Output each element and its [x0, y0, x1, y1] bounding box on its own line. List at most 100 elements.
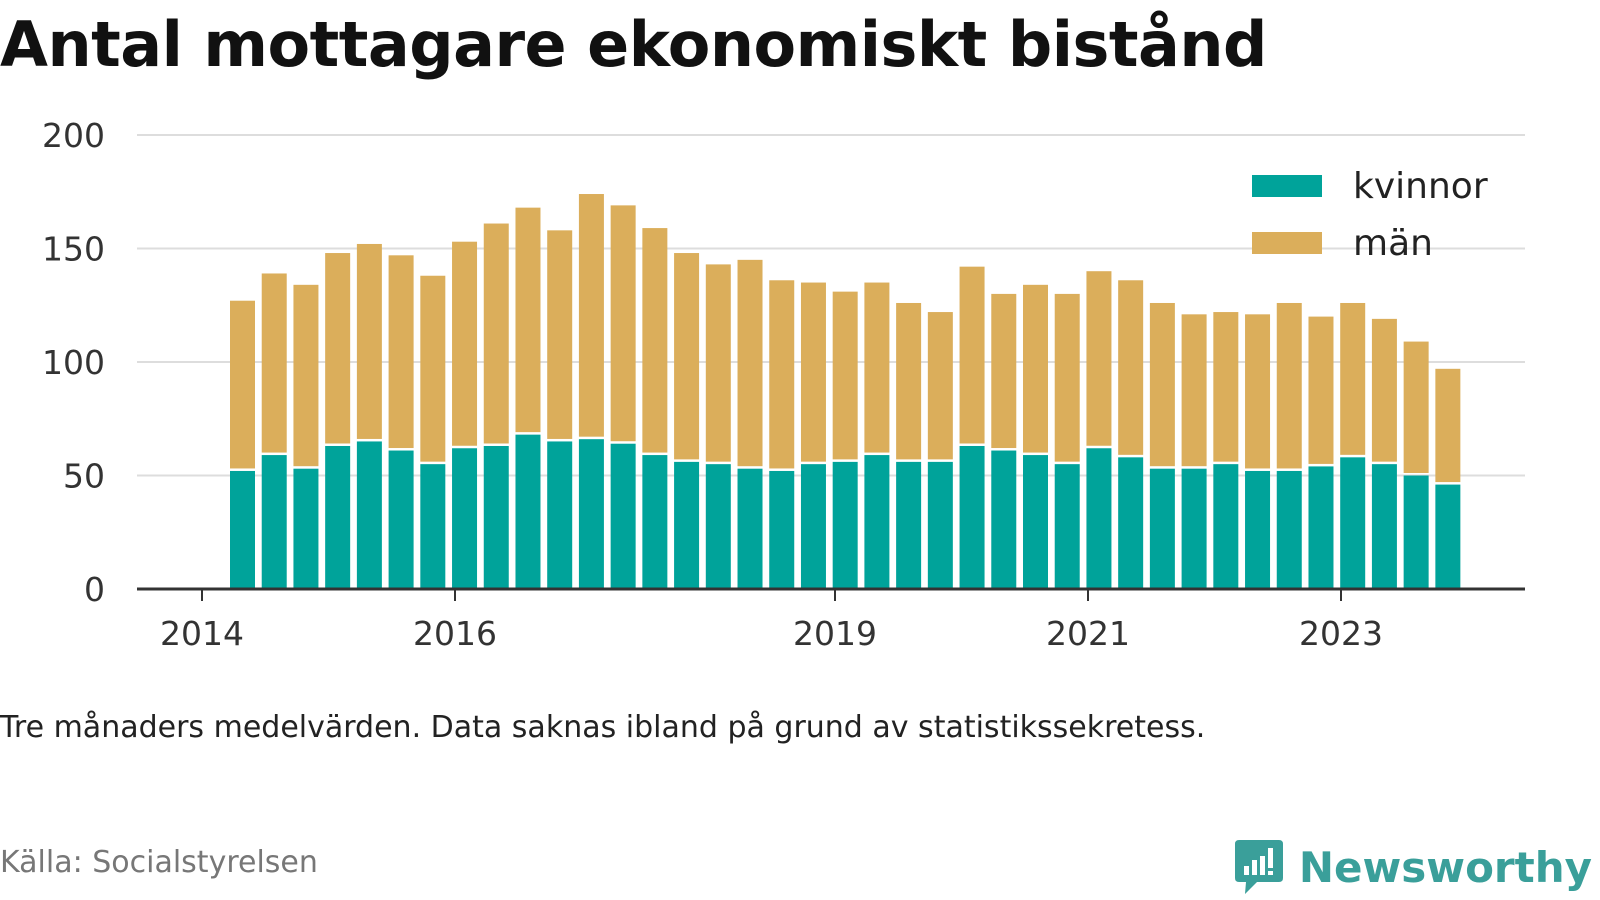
bar-kvinnor: [356, 441, 382, 589]
bar-kvinnor: [927, 461, 953, 589]
bar-man: [1403, 341, 1429, 473]
bar-man: [800, 282, 826, 462]
x-tick-label: 2019: [793, 614, 877, 653]
bar-kvinnor: [261, 455, 287, 589]
bar-kvinnor: [1054, 464, 1080, 589]
bar-kvinnor: [864, 455, 890, 589]
bar-man: [452, 241, 478, 446]
y-axis-ticks: 0 50 100 150 200: [42, 116, 105, 609]
bar-man: [1308, 316, 1334, 464]
bar-kvinnor: [1403, 475, 1429, 589]
bar-kvinnor: [769, 470, 795, 589]
bar-man: [896, 302, 922, 460]
bar-man: [1118, 280, 1144, 455]
bar-kvinnor: [896, 461, 922, 589]
stacked-bar-chart: 0 50 100 150 200 2014 2016 2019 2021 2023 kvinno…: [42, 116, 1525, 653]
y-tick-label: 100: [42, 343, 105, 382]
bar-kvinnor: [515, 434, 541, 589]
bar-kvinnor: [1118, 457, 1144, 589]
bar-kvinnor: [578, 439, 604, 589]
bar-kvinnor: [959, 445, 985, 589]
bar-kvinnor: [737, 468, 763, 589]
bar-kvinnor: [642, 455, 668, 589]
bar-man: [388, 255, 414, 449]
chart-title: Antal mottagare ekonomiskt bistånd: [0, 8, 1267, 81]
bar-kvinnor: [1276, 470, 1302, 589]
bar-man: [356, 243, 382, 439]
bar-kvinnor: [1371, 464, 1397, 589]
x-tick-label: 2021: [1046, 614, 1130, 653]
source-label: Källa: Socialstyrelsen: [0, 845, 318, 880]
bar-man: [1213, 312, 1239, 462]
bar-man: [261, 273, 287, 453]
bar-man: [1086, 271, 1112, 446]
y-tick-label: 50: [63, 457, 105, 496]
y-tick-label: 150: [42, 230, 105, 269]
x-tick-label: 2016: [413, 614, 497, 653]
bar-man: [515, 207, 541, 433]
bar-kvinnor: [674, 461, 700, 589]
brand-logo: Newsworthy: [1233, 838, 1592, 896]
bar-man: [578, 194, 604, 437]
newsworthy-logo-icon: [1234, 840, 1283, 894]
bar-man: [230, 300, 255, 469]
bar-man: [769, 280, 795, 469]
bar-man: [1023, 284, 1048, 453]
y-tick-label: 200: [42, 116, 105, 155]
bar-kvinnor: [1340, 457, 1366, 589]
bar-man: [674, 253, 700, 460]
bar-man: [547, 230, 573, 439]
bar-kvinnor: [832, 461, 858, 589]
bar-kvinnor: [388, 450, 414, 589]
bar-man: [705, 264, 731, 462]
x-tick-label: 2014: [160, 614, 244, 653]
bar-man: [1340, 302, 1366, 455]
x-axis: 2014 2016 2019 2021 2023: [137, 587, 1525, 653]
bar-kvinnor: [547, 441, 573, 589]
bar-kvinnor: [800, 464, 826, 589]
bar-man: [293, 284, 319, 467]
bar-man: [1054, 293, 1080, 462]
bar-kvinnor: [420, 464, 446, 589]
bar-man: [864, 282, 890, 453]
bar-man: [420, 275, 446, 462]
bar-kvinnor: [1181, 468, 1207, 589]
legend: kvinnor män: [1252, 166, 1488, 264]
bar-man: [1371, 318, 1397, 462]
bar-kvinnor: [991, 450, 1017, 589]
bar-kvinnor: [325, 445, 351, 589]
bars: [230, 194, 1461, 589]
bar-kvinnor: [1086, 448, 1112, 589]
bar-kvinnor: [483, 445, 509, 589]
bar-kvinnor: [1435, 484, 1461, 589]
bar-kvinnor: [1245, 470, 1271, 589]
legend-label-man: män: [1353, 223, 1433, 264]
bar-man: [325, 253, 351, 444]
bar-man: [959, 266, 985, 444]
bar-man: [991, 293, 1017, 449]
bar-kvinnor: [1023, 455, 1048, 589]
bar-man: [1276, 302, 1302, 469]
bar-man: [610, 205, 636, 442]
bar-kvinnor: [1149, 468, 1175, 589]
brand-name: Newsworthy: [1298, 842, 1592, 892]
bar-kvinnor: [705, 464, 731, 589]
bar-kvinnor: [1308, 466, 1334, 589]
bar-man: [642, 228, 668, 453]
chart-note: Tre månaders medelvärden. Data saknas ib…: [0, 710, 1206, 745]
bar-man: [927, 312, 953, 460]
bar-kvinnor: [230, 470, 255, 589]
bar-man: [483, 223, 509, 444]
x-tick-label: 2023: [1299, 614, 1383, 653]
bar-man: [832, 291, 858, 460]
bar-kvinnor: [452, 448, 478, 589]
bar-kvinnor: [1213, 464, 1239, 589]
legend-swatch-kvinnor: [1252, 175, 1322, 197]
bar-man: [1435, 368, 1461, 483]
bar-man: [1149, 302, 1175, 467]
legend-label-kvinnor: kvinnor: [1353, 166, 1488, 207]
bar-man: [1181, 314, 1207, 467]
bar-man: [1245, 314, 1271, 469]
legend-swatch-man: [1252, 232, 1322, 254]
bar-man: [737, 259, 763, 467]
